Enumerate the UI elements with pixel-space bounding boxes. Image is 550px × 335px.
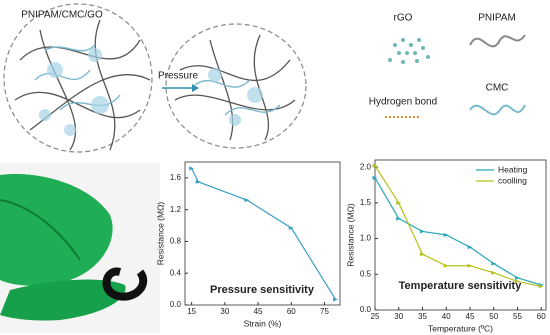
point xyxy=(467,263,473,268)
y-axis-label: Resistance (MΩ) xyxy=(155,202,165,266)
arrow-label: Pressure xyxy=(158,71,198,82)
x-axis-label: Strain (%) xyxy=(244,318,282,328)
x-tick-label: 30 xyxy=(394,312,403,321)
point xyxy=(515,275,520,280)
point xyxy=(515,279,520,284)
y-axis-label: Resistance (MΩ) xyxy=(345,203,355,267)
network-schematic xyxy=(3,3,307,153)
point xyxy=(396,216,402,221)
series-line xyxy=(191,168,337,300)
point xyxy=(491,270,497,275)
composite-label: PNIPAM/CMC/GO xyxy=(21,10,103,21)
y-tick-label: 0.0 xyxy=(360,305,372,314)
point xyxy=(288,225,294,230)
point xyxy=(491,261,497,266)
point xyxy=(189,166,195,171)
point xyxy=(420,252,425,257)
x-tick-label: 35 xyxy=(418,312,427,321)
series-line xyxy=(374,165,542,288)
plot-frame xyxy=(184,161,341,306)
point xyxy=(195,179,201,184)
x-tick-label: 75 xyxy=(320,307,329,316)
y-tick-label: 1.6 xyxy=(170,173,182,182)
point xyxy=(333,297,339,302)
chart-title: Temperature sensitivity xyxy=(399,280,523,292)
point xyxy=(396,200,402,205)
x-tick-label: 60 xyxy=(287,307,296,316)
x-tick-label: 40 xyxy=(442,312,451,321)
x-tick-label: 15 xyxy=(187,307,196,316)
y-tick-label: 2.0 xyxy=(360,162,372,171)
x-tick-label: 45 xyxy=(254,307,263,316)
plot-frame xyxy=(374,159,547,311)
point xyxy=(244,198,250,203)
legend-cmc: CMC xyxy=(486,83,509,94)
legend-rgo: rGO xyxy=(394,13,413,24)
x-tick-label: 45 xyxy=(466,312,475,321)
y-tick-label: 0.4 xyxy=(170,268,182,277)
legend-pnipam: PNIPAM xyxy=(478,13,516,24)
point xyxy=(420,229,425,234)
y-tick-label: 1.2 xyxy=(170,205,182,214)
point xyxy=(467,245,473,250)
x-tick-label: 50 xyxy=(489,312,498,321)
point xyxy=(372,175,378,180)
y-tick-label: 0.0 xyxy=(170,300,182,309)
point xyxy=(538,284,544,289)
chart-title: Pressure sensitivity xyxy=(210,284,315,296)
x-axis-label: Temperature (ºC) xyxy=(428,323,493,333)
point xyxy=(443,233,449,237)
y-tick-label: 0.8 xyxy=(170,237,182,246)
x-tick-label: 30 xyxy=(220,307,229,316)
legend-hbond: Hydrogen bond xyxy=(369,97,437,108)
x-tick-label: 60 xyxy=(537,312,546,321)
legend-icons xyxy=(385,34,526,118)
y-tick-label: 0.5 xyxy=(360,269,372,278)
glove-photo xyxy=(0,163,160,333)
y-tick-label: 1.0 xyxy=(360,234,372,243)
x-tick-label: 55 xyxy=(513,312,522,321)
legend-label: Heating xyxy=(498,164,528,174)
series-line xyxy=(374,177,542,286)
legend-label: coolling xyxy=(498,175,527,185)
x-tick-label: 25 xyxy=(371,312,380,321)
point xyxy=(372,163,378,168)
y-tick-label: 1.5 xyxy=(360,198,372,207)
point xyxy=(443,263,449,268)
